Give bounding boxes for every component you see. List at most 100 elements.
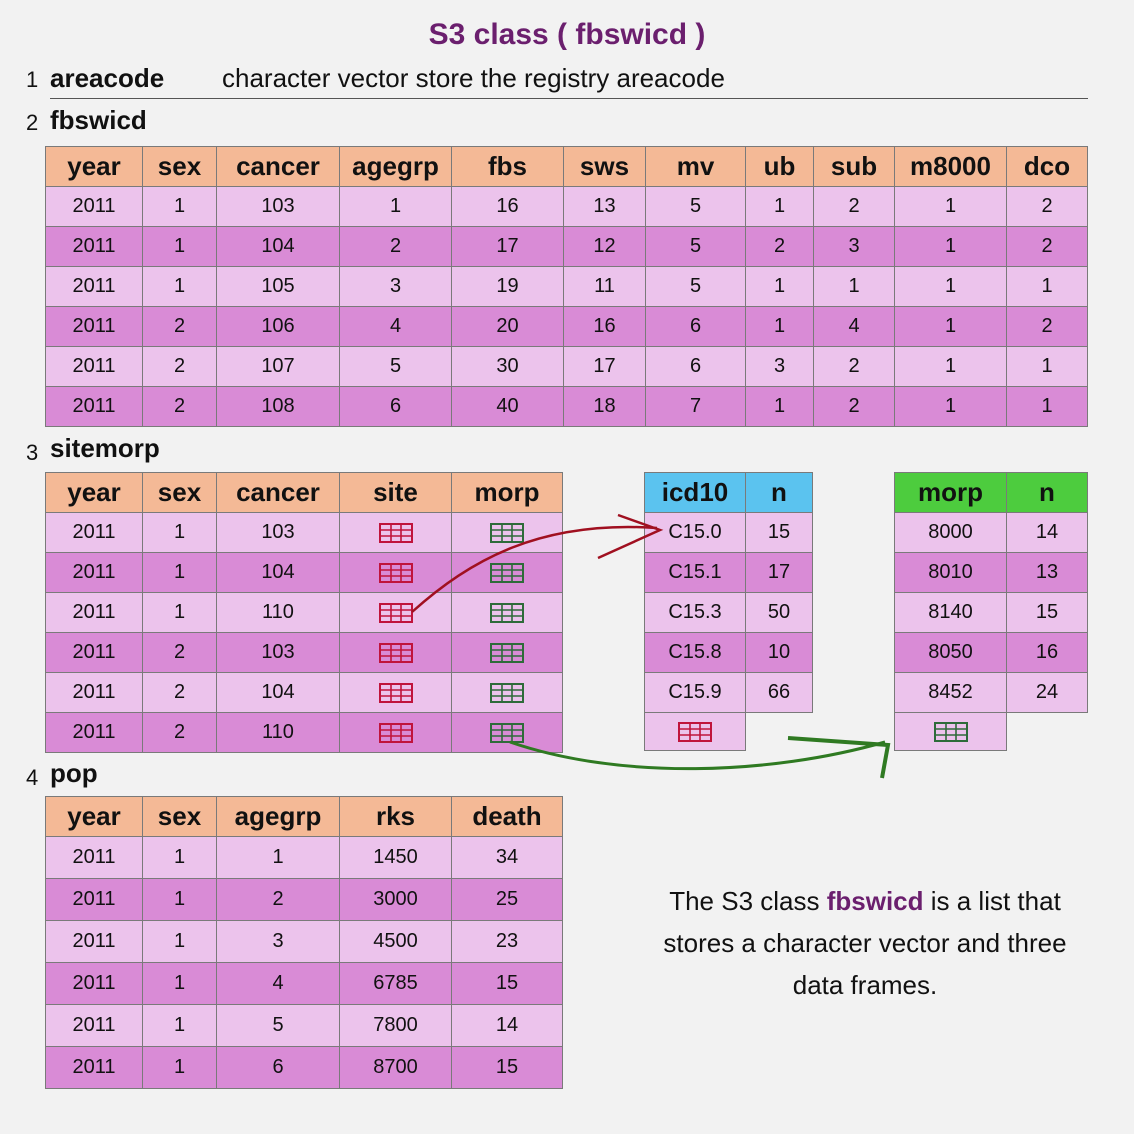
table-cell: 1: [339, 186, 452, 227]
table-cell: 2: [339, 226, 452, 267]
site-cell: [339, 512, 452, 553]
table-cell: 1: [745, 186, 814, 227]
table-row: 2011 1 6 8700 15: [45, 1046, 563, 1089]
column-header: rks: [339, 796, 452, 837]
table-cell: 2011: [45, 962, 143, 1005]
table-cell: 16: [563, 306, 646, 347]
table-cell: 1: [142, 552, 217, 593]
column-header: year: [45, 472, 143, 513]
table-cell: 2: [216, 878, 340, 921]
table-row: 2011 1 104: [45, 552, 563, 593]
table-row: C15.8 10: [644, 632, 813, 673]
table-cell: 104: [216, 226, 340, 267]
table-cell: 6: [339, 386, 452, 427]
table-cell: 2: [1006, 306, 1088, 347]
table-cell: 1: [894, 386, 1007, 427]
table-cell: 110: [216, 592, 340, 633]
page-title: S3 class ( fbswicd ): [428, 18, 706, 51]
table-row: 8050 16: [894, 632, 1088, 673]
table-row: 2011 1 110: [45, 592, 563, 633]
table-cell: 1: [894, 346, 1007, 387]
table-row: C15.9 66: [644, 672, 813, 713]
table-row: 2011 1 3 4500 23: [45, 920, 563, 963]
morp-cell: [451, 672, 563, 713]
table-header-row: year sex agegrp rks death: [45, 796, 563, 837]
table-grid-icon: [378, 602, 413, 623]
table-row: 8010 13: [894, 552, 1088, 593]
table-cell: 107: [216, 346, 340, 387]
table-cell: 17: [451, 226, 564, 267]
table-cell: 8010: [894, 552, 1007, 593]
table-cell: 8050: [894, 632, 1007, 673]
table-cell: 2011: [45, 632, 143, 673]
caption-highlight: fbswicd: [826, 886, 924, 916]
table-cell: 1: [894, 226, 1007, 267]
table-cell: 2: [142, 386, 217, 427]
table-grid-icon: [490, 562, 524, 583]
table-cell: C15.9: [644, 672, 746, 713]
table-cell: 6785: [339, 962, 452, 1005]
table-cell: 2011: [45, 672, 143, 713]
table-cell: 30: [451, 346, 564, 387]
table-cell: 2: [1006, 226, 1088, 267]
table-cell: 1: [894, 186, 1007, 227]
column-header: sws: [563, 146, 646, 187]
table-cell: 8140: [894, 592, 1007, 633]
table-row: [894, 712, 1088, 751]
table-cell: 34: [451, 836, 563, 879]
table-row: 2011 2 104: [45, 672, 563, 713]
table-cell: 1: [813, 266, 895, 307]
table-cell: 2011: [45, 346, 143, 387]
table-cell: 11: [563, 266, 646, 307]
fbswicd-table: year sex cancer agegrp fbs sws mv ub sub…: [45, 146, 1088, 427]
column-header: n: [1006, 472, 1088, 513]
column-header: morp: [894, 472, 1007, 513]
table-cell: 18: [563, 386, 646, 427]
table-cell: 1: [216, 836, 340, 879]
table-cell: 2011: [45, 1046, 143, 1089]
table-grid-icon: [490, 642, 524, 663]
column-header: year: [45, 146, 143, 187]
table-row: 2011 1 104 2 17 12 5 2 3 1 2: [45, 226, 1088, 267]
table-cell: 103: [216, 186, 340, 227]
icd10-table: icd10 n C15.0 15 C15.1 17 C15.3 50 C15.8 10 C15.…: [644, 472, 813, 751]
column-header: morp: [451, 472, 563, 513]
table-row: 8140 15: [894, 592, 1088, 633]
section-number: 3: [26, 440, 39, 465]
table-row: C15.0 15: [644, 512, 813, 553]
table-row: 8452 24: [894, 672, 1088, 713]
table-row: 2011 1 2 3000 25: [45, 878, 563, 921]
table-cell: 8452: [894, 672, 1007, 713]
table-cell: 6: [645, 306, 746, 347]
table-cell: 24: [1006, 672, 1088, 713]
table-grid-icon: [490, 602, 524, 623]
table-cell: 14: [451, 1004, 563, 1047]
table-cell: 25: [451, 878, 563, 921]
table-cell: 66: [745, 672, 813, 713]
nested-table-cell: [644, 712, 746, 751]
table-cell: 2011: [45, 878, 143, 921]
table-cell: 2: [1006, 186, 1088, 227]
table-cell: 5: [216, 1004, 340, 1047]
table-cell: 8700: [339, 1046, 452, 1089]
table-cell: 17: [745, 552, 813, 593]
table-cell: 5: [645, 186, 746, 227]
empty-cell: [746, 713, 813, 751]
table-cell: 2011: [45, 226, 143, 267]
table-cell: 15: [1006, 592, 1088, 633]
table-cell: 50: [745, 592, 813, 633]
areacode-description: character vector store the registry area…: [222, 63, 725, 93]
site-cell: [339, 592, 452, 633]
divider: [50, 98, 1088, 99]
column-header: mv: [645, 146, 746, 187]
table-cell: 1: [142, 920, 217, 963]
table-cell: 108: [216, 386, 340, 427]
column-header: ub: [745, 146, 814, 187]
table-grid-icon: [678, 721, 712, 742]
table-grid-icon: [933, 721, 968, 742]
table-cell: 1: [142, 878, 217, 921]
column-header: dco: [1006, 146, 1088, 187]
table-row: 2011 2 107 5 30 17 6 3 2 1 1: [45, 346, 1088, 387]
table-cell: 2011: [45, 386, 143, 427]
column-header: n: [745, 472, 813, 513]
